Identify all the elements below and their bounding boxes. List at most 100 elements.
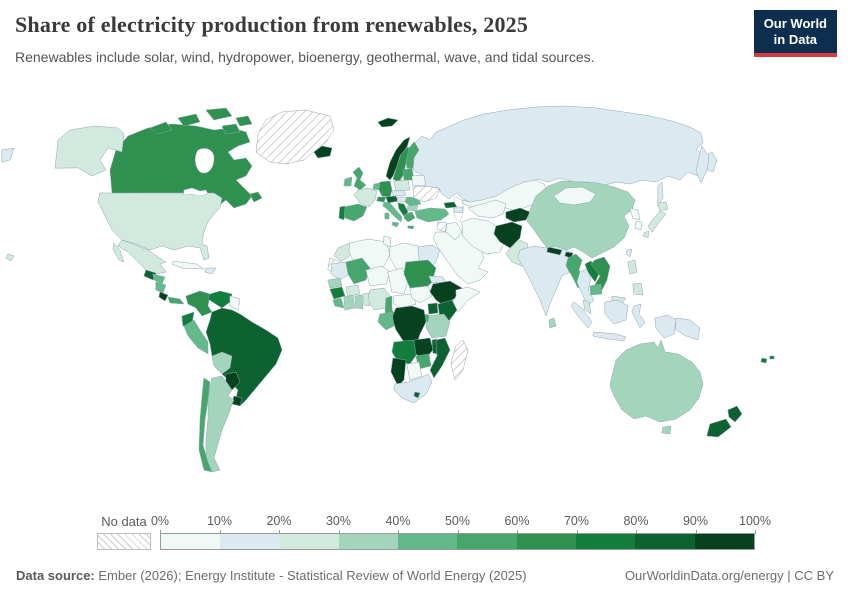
legend-bin-90%-100%[interactable] (694, 534, 754, 549)
legend-bin-10%-20%[interactable] (220, 534, 280, 549)
region-honduras[interactable] (152, 273, 166, 285)
region-taiwan[interactable] (625, 248, 633, 258)
region-nz-south-island[interactable] (706, 418, 732, 438)
region-crete[interactable] (407, 225, 415, 230)
region-austria[interactable] (385, 195, 399, 204)
region-iceland[interactable] (313, 145, 333, 159)
legend-bin-80%-90%[interactable] (635, 534, 695, 549)
region-greenland[interactable] (255, 109, 335, 165)
region-papua-new-guinea[interactable] (675, 317, 701, 341)
region-south-africa[interactable] (393, 373, 433, 404)
region-togo-benin[interactable] (362, 292, 371, 307)
region-west-new-guinea[interactable] (654, 314, 677, 339)
region-chile[interactable] (198, 377, 213, 473)
region-uganda[interactable] (427, 302, 439, 315)
region-nicaragua[interactable] (155, 281, 167, 294)
region-mindanao[interactable] (632, 282, 644, 296)
region-svalbard[interactable] (377, 117, 399, 128)
region-congo-gabon[interactable] (377, 311, 395, 331)
region-namibia[interactable] (390, 357, 407, 387)
region-colombia[interactable] (185, 290, 213, 317)
legend-bin-50%-60%[interactable] (457, 534, 517, 549)
legend-bin-0%-10%[interactable] (161, 534, 221, 549)
region-lesotho[interactable] (413, 391, 421, 399)
region-japan-honshu[interactable] (647, 210, 667, 233)
region-canada-island-2[interactable] (177, 113, 201, 127)
region-bulgaria[interactable] (406, 204, 419, 212)
region-panama[interactable] (167, 296, 185, 305)
region-sudan[interactable] (403, 259, 437, 291)
region-chukotka-sliver[interactable] (1, 147, 15, 163)
region-united-kingdom[interactable] (352, 166, 367, 191)
region-south-korea[interactable] (634, 220, 643, 231)
region-tasmania[interactable] (661, 425, 672, 435)
region-sicily[interactable] (391, 221, 400, 228)
region-china[interactable] (526, 180, 636, 259)
region-mauritania[interactable] (330, 261, 351, 281)
region-senegal[interactable] (327, 277, 343, 289)
region-spain[interactable] (341, 203, 368, 222)
region-argentina[interactable] (205, 375, 235, 473)
region-costa-rica[interactable] (158, 291, 169, 302)
region-turkmenistan-uzbekistan[interactable] (467, 199, 507, 219)
region-north-korea[interactable] (629, 207, 641, 221)
legend-no-data-swatch[interactable] (97, 533, 151, 550)
region-bolivia[interactable] (211, 351, 233, 375)
region-luzon[interactable] (627, 259, 638, 275)
region-switzerland[interactable] (376, 196, 387, 203)
region-chad[interactable] (387, 267, 409, 295)
region-ghana[interactable] (354, 294, 364, 310)
region-ireland[interactable] (343, 176, 353, 187)
region-canada-island-4[interactable] (235, 115, 253, 127)
region-ivory-coast[interactable] (343, 294, 356, 311)
credit-link[interactable]: OurWorldinData.org/energy | CC BY (624, 568, 834, 583)
region-cuba[interactable] (171, 260, 205, 270)
region-turkey[interactable] (414, 207, 450, 223)
owid-logo[interactable]: Our World in Data (753, 10, 837, 57)
region-tanzania[interactable] (425, 313, 451, 339)
region-nz-north-island[interactable] (727, 405, 743, 423)
region-poland[interactable] (393, 179, 411, 192)
region-guinea[interactable] (329, 286, 346, 300)
legend-bin-40%-50%[interactable] (398, 534, 458, 549)
region-hispaniola[interactable] (204, 267, 217, 275)
region-alaska[interactable] (54, 125, 125, 177)
legend-bin-30%-40%[interactable] (338, 534, 399, 549)
region-canada-island-3[interactable] (205, 107, 233, 121)
region-iran[interactable] (461, 217, 507, 255)
region-japan-kyushu[interactable] (642, 230, 650, 239)
region-sulawesi[interactable] (631, 303, 646, 329)
region-malaysia-peninsula[interactable] (582, 299, 592, 315)
region-japan-hokkaido[interactable] (657, 201, 669, 212)
region-venezuela[interactable] (207, 290, 233, 309)
region-niger[interactable] (365, 265, 391, 287)
region-sakhalin[interactable] (657, 181, 664, 207)
region-sri-lanka[interactable] (548, 317, 557, 329)
region-java[interactable] (592, 331, 627, 342)
region-guianas[interactable] (229, 295, 241, 311)
region-botswana[interactable] (406, 361, 423, 381)
region-nigeria[interactable] (367, 287, 391, 311)
region-benelux[interactable] (372, 182, 381, 191)
region-borneo[interactable] (604, 299, 629, 325)
region-syria[interactable] (436, 221, 448, 233)
region-brazil[interactable] (205, 307, 283, 407)
region-mongolia[interactable] (553, 186, 597, 206)
region-mozambique[interactable] (429, 337, 451, 379)
region-canada-island-1[interactable] (149, 121, 173, 135)
region-peru[interactable] (183, 319, 209, 355)
region-baja-california[interactable] (112, 242, 125, 263)
region-madagascar[interactable] (450, 339, 469, 381)
legend-bin-70%-80%[interactable] (576, 534, 636, 549)
region-somalia[interactable] (451, 286, 481, 313)
legend-bin-20%-30%[interactable] (279, 534, 339, 549)
region-sumatra[interactable] (570, 301, 593, 329)
region-australia[interactable] (609, 339, 704, 423)
region-united-states[interactable] (97, 192, 223, 261)
region-central-african-republic[interactable] (393, 293, 417, 309)
legend-bin-60%-70%[interactable] (516, 534, 577, 549)
region-burkina-faso[interactable] (345, 284, 361, 297)
region-sierra-leone-liberia[interactable] (332, 297, 345, 309)
region-mali[interactable] (345, 257, 371, 285)
region-fiji-1[interactable] (760, 357, 768, 364)
